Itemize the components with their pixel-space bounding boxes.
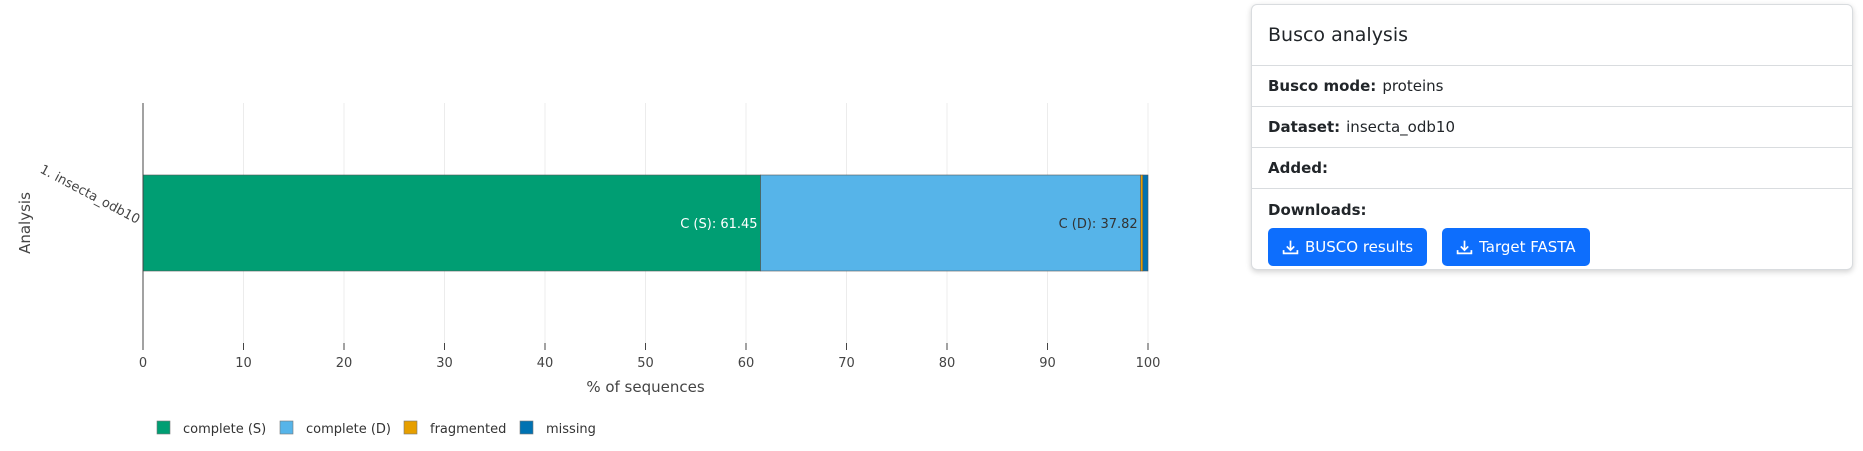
x-tick-label: 100 <box>1136 356 1161 371</box>
dataset-value: insecta_odb10 <box>1346 118 1455 136</box>
bar-segment-fragmented <box>1140 174 1144 272</box>
panel-title: Busco analysis <box>1252 5 1852 66</box>
x-tick-label: 50 <box>637 356 654 371</box>
downloads-row: Downloads: BUSCO results Target FASTA <box>1252 189 1852 266</box>
bar-segment-complete-s- <box>142 174 761 272</box>
x-axis-label: % of sequences <box>586 378 705 396</box>
legend-swatch <box>519 420 534 435</box>
bar-segment-missing <box>1142 174 1149 272</box>
busco-results-label: BUSCO results <box>1305 238 1414 256</box>
dataset-label: Dataset: <box>1268 118 1341 136</box>
x-tick-label: 90 <box>1039 356 1056 371</box>
legend-swatch <box>156 420 171 435</box>
added-label: Added: <box>1268 159 1328 177</box>
x-tick-label: 30 <box>436 356 453 371</box>
busco-analysis-panel: Busco analysis Busco mode: proteins Data… <box>1251 4 1853 270</box>
dataset-row: Dataset: insecta_odb10 <box>1252 107 1852 148</box>
legend-label: fragmented <box>430 422 506 437</box>
x-tick-label: 0 <box>139 356 147 371</box>
category-label: 1. insecta_odb10 <box>37 162 142 227</box>
busco-mode-label: Busco mode: <box>1268 77 1377 95</box>
y-axis-label: Analysis <box>16 192 34 254</box>
x-tick-label: 70 <box>838 356 855 371</box>
busco-results-button[interactable]: BUSCO results <box>1268 228 1428 266</box>
legend-label: complete (S) <box>183 422 266 437</box>
x-tick-label: 20 <box>336 356 353 371</box>
x-tick-label: 10 <box>235 356 252 371</box>
busco-chart: C (S): 61.45 C (D): 37.82 0 10 20 30 40 50 60 70 8… <box>16 103 1161 437</box>
target-fasta-label: Target FASTA <box>1479 238 1576 256</box>
x-tick-label: 60 <box>738 356 755 371</box>
downloads-label: Downloads: <box>1268 201 1367 219</box>
busco-mode-row: Busco mode: proteins <box>1252 66 1852 107</box>
x-tick-label: 40 <box>537 356 554 371</box>
bar-segment-complete-d- <box>760 174 1141 272</box>
legend-label: missing <box>546 422 596 437</box>
busco-mode-value: proteins <box>1382 77 1444 95</box>
legend-label: complete (D) <box>306 422 391 437</box>
added-row: Added: <box>1252 148 1852 189</box>
download-icon <box>1456 240 1473 254</box>
legend-swatch <box>403 420 418 435</box>
target-fasta-button[interactable]: Target FASTA <box>1442 228 1590 266</box>
legend-swatch <box>279 420 294 435</box>
bar-data-label: C (S): 61.45 <box>680 217 757 232</box>
download-icon <box>1282 240 1299 254</box>
bar-data-label: C (D): 37.82 <box>1059 217 1138 232</box>
x-tick-label: 80 <box>939 356 956 371</box>
